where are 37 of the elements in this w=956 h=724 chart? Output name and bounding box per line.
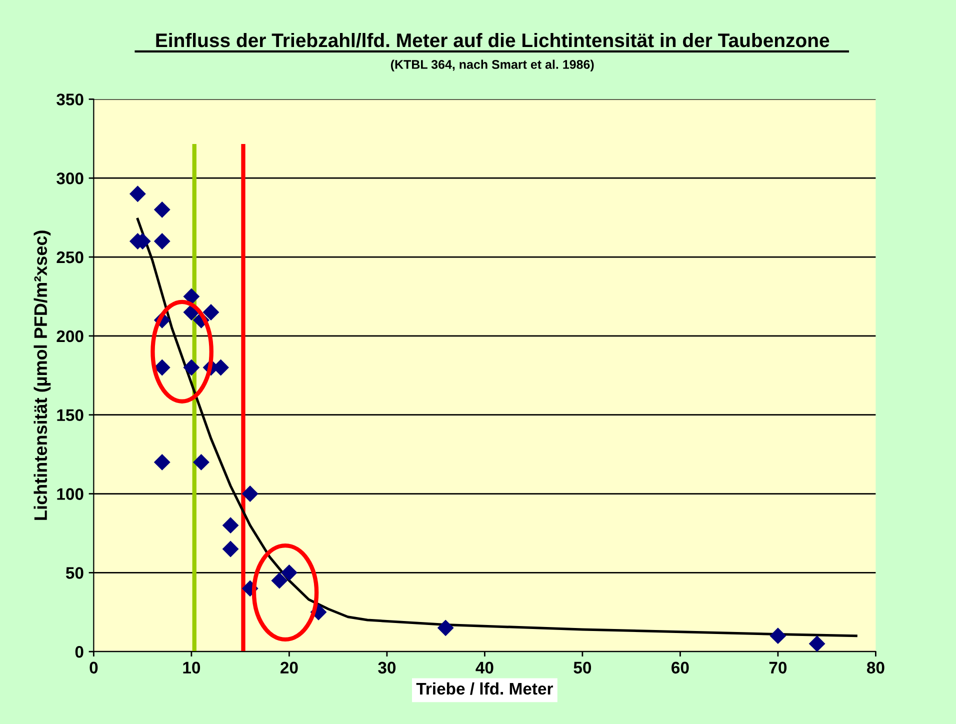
- x-tick-label: 60: [672, 662, 689, 674]
- point: [280, 564, 298, 581]
- y-tick-label: 200: [56, 330, 84, 342]
- x-tick-label: 30: [378, 662, 396, 674]
- chart-subtitle: (KTBL 364, nach Smart et al. 1986): [390, 60, 594, 72]
- y-tick-label: 0: [75, 646, 84, 658]
- x-tick-label: 80: [866, 662, 884, 674]
- point: [242, 486, 258, 502]
- point: [808, 635, 826, 652]
- x-tick-label: 10: [183, 662, 200, 674]
- point: [129, 186, 146, 202]
- point: [154, 454, 170, 470]
- x-tick-label: 70: [769, 662, 787, 674]
- point: [183, 359, 200, 376]
- point: [183, 288, 200, 305]
- x-tick-label: 0: [90, 662, 98, 674]
- x-tick-label: 20: [280, 662, 298, 674]
- point: [154, 233, 170, 250]
- x-axis-title: Triebe / lfd. Meter: [416, 682, 553, 695]
- point: [154, 201, 170, 218]
- point: [770, 628, 786, 644]
- point: [202, 304, 220, 320]
- y-axis-title: Lichtintensität (µmol PFD/m²xsec): [34, 230, 51, 520]
- y-tick-label: 50: [66, 567, 84, 579]
- point: [271, 572, 288, 589]
- y-tick-label: 100: [57, 488, 84, 500]
- y-tick-label: 350: [56, 94, 84, 106]
- point: [437, 620, 454, 636]
- point: [222, 517, 239, 534]
- y-tick-label: 300: [56, 172, 84, 184]
- y-tick-label: 150: [57, 409, 84, 422]
- point: [222, 540, 239, 558]
- point: [192, 454, 210, 470]
- chart-title: Einfluss der Triebzahl/lfd. Meter auf die Lichtintensität in der Taubenzone: [156, 32, 830, 48]
- x-tick-label: 40: [476, 662, 494, 674]
- x-tick-label: 50: [574, 662, 592, 674]
- y-tick-label: 250: [56, 251, 84, 264]
